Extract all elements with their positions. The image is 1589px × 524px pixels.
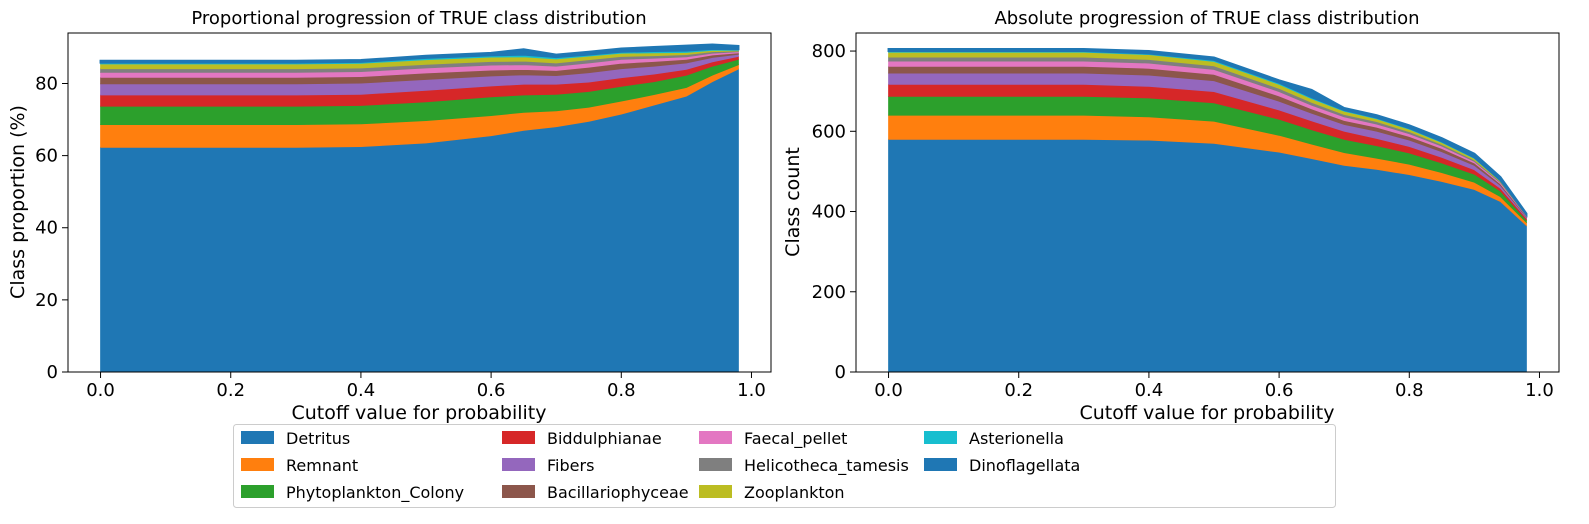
legend-swatch bbox=[699, 485, 732, 498]
x-tick-label: 0.4 bbox=[1135, 380, 1164, 401]
x-tick-label: 0.6 bbox=[1265, 380, 1294, 401]
legend-swatch bbox=[699, 458, 732, 471]
legend-label: Zooplankton bbox=[744, 483, 845, 502]
plot-frame bbox=[67, 32, 772, 373]
legend-label: Asterionella bbox=[969, 429, 1064, 448]
legend-label: Helicotheca_tamesis bbox=[744, 456, 909, 476]
chart-title: Proportional progression of TRUE class d… bbox=[191, 8, 646, 29]
x-tick-label: 0.8 bbox=[607, 380, 636, 401]
y-tick-label: 200 bbox=[812, 282, 846, 303]
stacked-areas bbox=[887, 48, 1528, 373]
y-tick-label: 40 bbox=[35, 218, 58, 239]
legend-swatch bbox=[502, 485, 535, 498]
x-tick-label: 0.4 bbox=[347, 380, 376, 401]
x-tick-label: 0.2 bbox=[216, 380, 245, 401]
legend-label: Phytoplankton_Colony bbox=[286, 483, 464, 503]
proportional-chart: Proportional progression of TRUE class d… bbox=[7, 8, 772, 424]
y-tick-label: 80 bbox=[35, 73, 58, 94]
y-ticks: 0 20 40 60 80 bbox=[35, 73, 68, 383]
legend-swatch bbox=[924, 458, 957, 471]
legend-label: Dinoflagellata bbox=[969, 456, 1080, 475]
y-tick-label: 0 bbox=[835, 362, 846, 383]
legend-label: Detritus bbox=[286, 429, 350, 448]
x-tick-label: 0.8 bbox=[1395, 380, 1424, 401]
x-tick-label: 0.0 bbox=[874, 380, 903, 401]
x-ticks: 0.0 0.2 0.4 0.6 0.8 1.0 bbox=[874, 372, 1554, 401]
legend: Detritus Remnant Phytoplankton_Colony Biddu… bbox=[233, 424, 1336, 508]
legend-swatch bbox=[502, 458, 535, 471]
legend-swatch bbox=[502, 431, 535, 444]
y-axis-label: Class proportion (%) bbox=[7, 105, 29, 299]
x-ticks: 0.0 0.2 0.4 0.6 0.8 1.0 bbox=[86, 372, 766, 401]
legend-swatch bbox=[241, 485, 274, 498]
legend-label: Remnant bbox=[286, 456, 358, 475]
legend-label: Biddulphianae bbox=[547, 429, 662, 448]
x-tick-label: 0.6 bbox=[477, 380, 506, 401]
chart-title: Absolute progression of TRUE class distr… bbox=[994, 8, 1419, 29]
y-tick-label: 20 bbox=[35, 290, 58, 311]
legend-label: Fibers bbox=[547, 456, 594, 475]
y-tick-label: 0 bbox=[47, 362, 58, 383]
plot-frame bbox=[855, 32, 1560, 373]
x-tick-label: 0.0 bbox=[86, 380, 115, 401]
x-tick-label: 1.0 bbox=[737, 380, 766, 401]
legend-swatch bbox=[241, 458, 274, 471]
legend-swatch bbox=[241, 431, 274, 444]
legend-label: Faecal_pellet bbox=[744, 429, 847, 449]
x-axis-label: Cutoff value for probability bbox=[292, 402, 547, 424]
area-dinoflagellata bbox=[887, 48, 1528, 218]
x-tick-label: 1.0 bbox=[1525, 380, 1554, 401]
y-tick-label: 800 bbox=[812, 41, 846, 62]
y-tick-label: 400 bbox=[812, 202, 846, 223]
x-axis-label: Cutoff value for probability bbox=[1080, 402, 1335, 424]
y-ticks: 0 200 400 600 800 bbox=[812, 41, 856, 383]
area-dinoflagellata bbox=[99, 43, 740, 64]
y-tick-label: 60 bbox=[35, 146, 58, 167]
x-tick-label: 0.2 bbox=[1004, 380, 1033, 401]
legend-label: Bacillariophyceae bbox=[547, 483, 689, 502]
stacked-areas bbox=[99, 43, 740, 373]
legend-items: Detritus Remnant Phytoplankton_Colony Biddu… bbox=[241, 429, 1080, 503]
y-tick-label: 600 bbox=[812, 121, 846, 142]
absolute-chart: Absolute progression of TRUE class distr… bbox=[782, 8, 1560, 424]
legend-swatch bbox=[924, 431, 957, 444]
y-axis-label: Class count bbox=[782, 147, 804, 257]
legend-swatch bbox=[699, 431, 732, 444]
